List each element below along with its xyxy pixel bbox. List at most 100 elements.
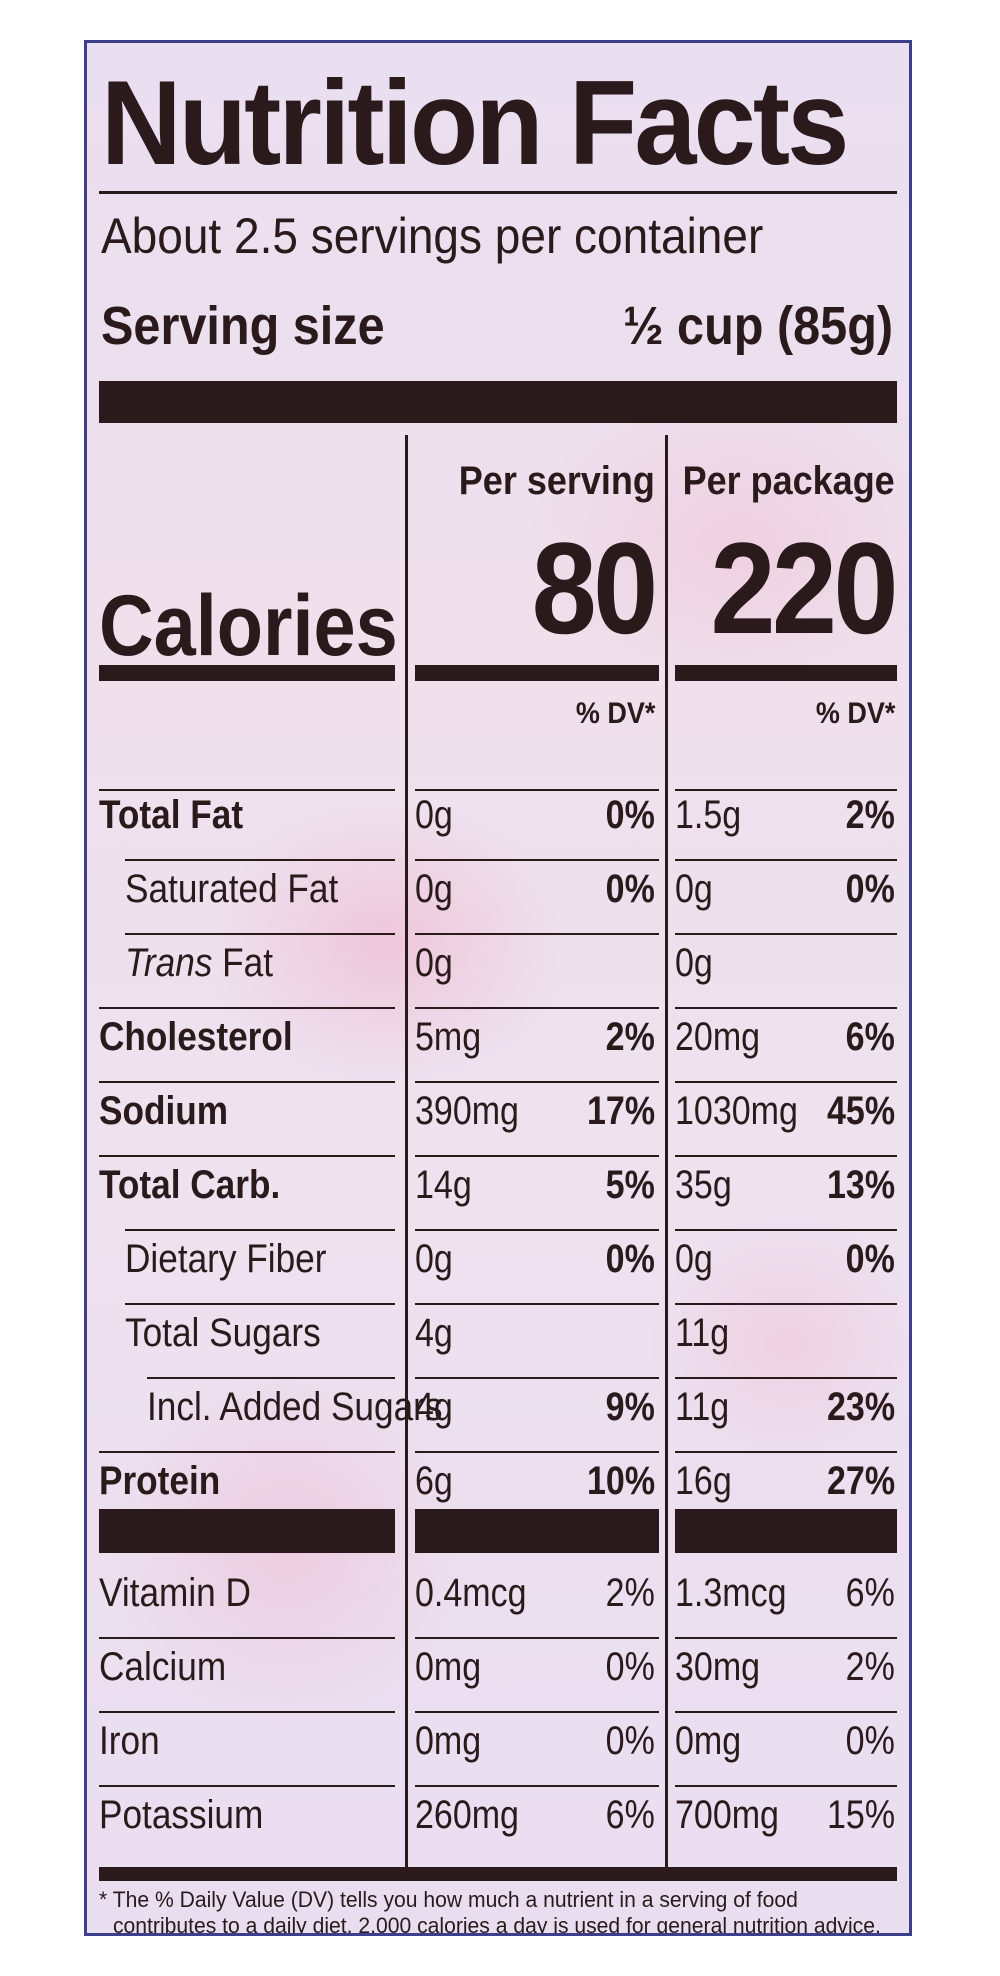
- calories-per-serving: 80: [532, 515, 659, 661]
- package-amount: 0g: [675, 1237, 713, 1281]
- divider: [99, 191, 897, 194]
- package-amount: 11g: [675, 1385, 730, 1429]
- serving-dv: 10%: [586, 1459, 655, 1503]
- row-divider: [415, 1451, 659, 1453]
- row-divider: [415, 1155, 659, 1157]
- package-dv: 15%: [826, 1793, 895, 1837]
- serving-dv: 5%: [605, 1163, 655, 1207]
- package-dv: 0%: [845, 1237, 895, 1281]
- serving-dv: 9%: [605, 1385, 655, 1429]
- row-divider: [415, 1229, 659, 1231]
- row-divider: [99, 1007, 395, 1009]
- nutrient-name: Total Sugars: [125, 1311, 321, 1355]
- package-amount: 20mg: [675, 1015, 761, 1059]
- calories-label: Calories: [99, 578, 398, 674]
- column-divider: [665, 435, 668, 1867]
- servings-per-container: About 2.5 servings per container: [101, 208, 764, 264]
- nutrient-name: Incl. Added Sugars: [147, 1385, 443, 1429]
- dv-header-serving: % DV*: [575, 697, 655, 730]
- package-dv: 6%: [845, 1571, 895, 1615]
- row-divider: [675, 1081, 897, 1083]
- row-divider: [675, 1155, 897, 1157]
- nutrient-name: Total Fat: [99, 793, 244, 837]
- serving-amount: 14g: [415, 1163, 472, 1207]
- thick-bar: [675, 1509, 897, 1553]
- row-divider: [675, 1711, 897, 1713]
- vitamin-name: Vitamin D: [99, 1571, 251, 1615]
- nutrient-name-rest: Fat: [212, 941, 274, 985]
- serving-dv: 2%: [605, 1571, 655, 1615]
- serving-dv: 6%: [605, 1793, 655, 1837]
- package-amount: 1.3mcg: [675, 1571, 787, 1615]
- row-divider: [125, 1229, 395, 1231]
- serving-amount: 390mg: [415, 1089, 519, 1133]
- row-divider: [675, 1303, 897, 1305]
- serving-size-value: ½ cup (85g): [622, 296, 893, 356]
- row-divider: [675, 1007, 897, 1009]
- nutrition-label: Nutrition Facts About 2.5 servings per c…: [84, 40, 912, 1936]
- row-divider: [675, 1637, 897, 1639]
- serving-dv: 0%: [605, 793, 655, 837]
- thick-divider: [99, 381, 897, 423]
- row-divider: [675, 789, 897, 791]
- nutrient-name: Protein: [99, 1459, 221, 1503]
- thick-bar: [415, 665, 659, 681]
- package-dv: 13%: [826, 1163, 895, 1207]
- package-amount: 0g: [675, 941, 713, 985]
- per-serving-header: Per serving: [458, 459, 655, 503]
- row-divider: [675, 933, 897, 935]
- serving-amount: 260mg: [415, 1793, 519, 1837]
- serving-amount: 6g: [415, 1459, 453, 1503]
- vitamin-name: Calcium: [99, 1645, 227, 1689]
- per-package-header: Per package: [682, 459, 895, 503]
- vitamin-name: Potassium: [99, 1793, 264, 1837]
- serving-amount: 0.4mcg: [415, 1571, 527, 1615]
- row-divider: [99, 1155, 395, 1157]
- row-divider: [415, 1711, 659, 1713]
- row-divider: [675, 1451, 897, 1453]
- row-divider: [125, 933, 395, 935]
- row-divider: [675, 1377, 897, 1379]
- serving-dv: 17%: [586, 1089, 655, 1133]
- package-dv: 0%: [845, 1719, 895, 1763]
- row-divider: [147, 1377, 395, 1379]
- package-dv: 27%: [826, 1459, 895, 1503]
- package-amount: 0g: [675, 867, 713, 911]
- package-dv: 6%: [845, 1015, 895, 1059]
- nutrient-name: Total Carb.: [99, 1163, 281, 1207]
- package-dv: 2%: [845, 1645, 895, 1689]
- serving-amount: 4g: [415, 1311, 453, 1355]
- row-divider: [99, 1711, 395, 1713]
- footnote-line-1: * The % Daily Value (DV) tells you how m…: [99, 1887, 798, 1912]
- nutrient-name: Dietary Fiber: [125, 1237, 327, 1281]
- thick-bar: [99, 1509, 395, 1553]
- package-dv: 45%: [826, 1089, 895, 1133]
- row-divider: [675, 1785, 897, 1787]
- bottom-bar: [99, 1867, 897, 1881]
- serving-amount: 0g: [415, 1237, 453, 1281]
- package-amount: 35g: [675, 1163, 732, 1207]
- package-amount: 11g: [675, 1311, 730, 1355]
- row-divider: [99, 789, 395, 791]
- serving-dv: 0%: [605, 1237, 655, 1281]
- label-title: Nutrition Facts: [101, 56, 849, 190]
- nutrient-name: Saturated Fat: [125, 867, 339, 911]
- row-divider: [99, 1785, 395, 1787]
- nutrient-name-italic: Trans: [125, 941, 213, 985]
- serving-size-label: Serving size: [101, 296, 385, 356]
- serving-amount: 0mg: [415, 1645, 482, 1689]
- serving-amount: 4g: [415, 1385, 453, 1429]
- row-divider: [125, 859, 395, 861]
- serving-amount: 0g: [415, 941, 453, 985]
- row-divider: [415, 1637, 659, 1639]
- nutrient-name: Trans Fat: [125, 943, 273, 983]
- vitamin-name: Iron: [99, 1719, 160, 1763]
- package-amount: 0mg: [675, 1719, 742, 1763]
- thick-bar: [415, 1509, 659, 1553]
- serving-amount: 0g: [415, 867, 453, 911]
- row-divider: [415, 859, 659, 861]
- package-dv: 23%: [826, 1385, 895, 1429]
- row-divider: [415, 933, 659, 935]
- serving-amount: 0mg: [415, 1719, 482, 1763]
- package-amount: 30mg: [675, 1645, 761, 1689]
